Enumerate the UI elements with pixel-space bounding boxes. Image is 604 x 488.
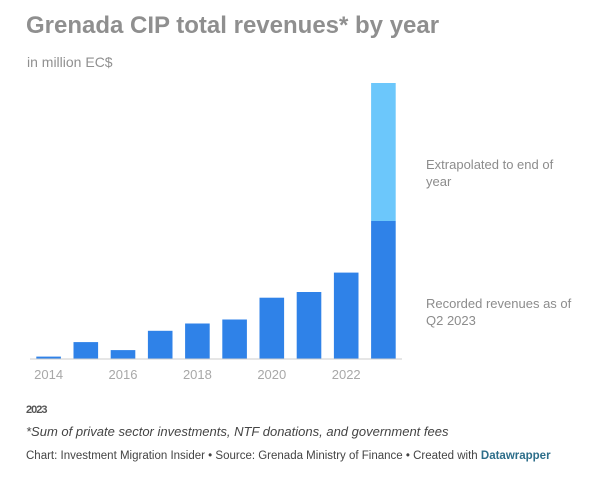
bar-recorded-2017 bbox=[147, 330, 173, 359]
year-badge: 2023 bbox=[26, 404, 48, 416]
x-tick-label-2022: 2022 bbox=[332, 367, 361, 382]
credits-line: Chart: Investment Migration Insider • So… bbox=[26, 450, 551, 462]
bar-recorded-2021 bbox=[296, 292, 322, 359]
x-tick-labels: 2014 2016 2018 2020 2022 bbox=[34, 367, 361, 382]
annotation-recorded: Recorded revenues as of Q2 2023 bbox=[426, 296, 572, 328]
datawrapper-link[interactable]: Datawrapper bbox=[480, 450, 551, 462]
credits-separator: • bbox=[405, 450, 410, 462]
annotation-extrapolated: Extrapolated to end of year bbox=[426, 157, 554, 189]
chart-plot: 2014 2016 2018 2020 2022 bbox=[30, 83, 402, 382]
x-tick-label-2018: 2018 bbox=[183, 367, 212, 382]
bar-recorded-2014 bbox=[36, 356, 61, 359]
bar-recorded-2015 bbox=[73, 342, 99, 359]
bar-recorded-2019 bbox=[222, 319, 247, 359]
x-tick-label-2014: 2014 bbox=[34, 367, 63, 382]
credits-chart: Chart: Investment Migration Insider bbox=[26, 450, 205, 462]
bar-extrapolated-2023 bbox=[371, 83, 396, 221]
bar-recorded-2016 bbox=[110, 350, 136, 359]
x-tick-label-2016: 2016 bbox=[109, 367, 138, 382]
x-tick-label-2020: 2020 bbox=[257, 367, 286, 382]
bar-group bbox=[36, 83, 396, 359]
footnote: *Sum of private sector investments, NTF … bbox=[26, 424, 449, 439]
bar-recorded-2020 bbox=[259, 297, 285, 359]
chart-title: Grenada CIP total revenues* by year bbox=[26, 12, 440, 39]
credits-created: Created with bbox=[413, 450, 478, 462]
chart-subtitle: in million EC$ bbox=[27, 54, 113, 70]
credits-source: Source: Grenada Ministry of Finance bbox=[215, 450, 403, 462]
bar-recorded-2023 bbox=[371, 221, 396, 359]
bar-recorded-2022 bbox=[333, 272, 359, 359]
bar-recorded-2018 bbox=[185, 323, 210, 359]
credits-separator: • bbox=[208, 450, 213, 462]
